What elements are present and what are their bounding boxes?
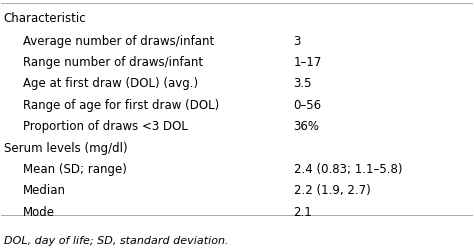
Text: Range number of draws/infant: Range number of draws/infant	[23, 56, 203, 69]
Text: 1–17: 1–17	[293, 56, 322, 69]
Text: Proportion of draws <3 DOL: Proportion of draws <3 DOL	[23, 120, 188, 133]
Text: 0–56: 0–56	[293, 99, 322, 112]
Text: Mode: Mode	[23, 206, 55, 219]
Text: Serum levels (mg/dl): Serum levels (mg/dl)	[4, 142, 128, 154]
Text: 3: 3	[293, 34, 301, 48]
Text: 2.1: 2.1	[293, 206, 312, 219]
Text: DOL, day of life; SD, standard deviation.: DOL, day of life; SD, standard deviation…	[4, 236, 228, 246]
Text: Mean (SD; range): Mean (SD; range)	[23, 163, 127, 176]
Text: 3.5: 3.5	[293, 77, 312, 90]
Text: Range of age for first draw (DOL): Range of age for first draw (DOL)	[23, 99, 219, 112]
Text: Average number of draws/infant: Average number of draws/infant	[23, 34, 214, 48]
Text: 2.2 (1.9, 2.7): 2.2 (1.9, 2.7)	[293, 184, 370, 197]
Text: Characteristic: Characteristic	[4, 12, 86, 26]
Text: Median: Median	[23, 184, 65, 197]
Text: 2.4 (0.83; 1.1–5.8): 2.4 (0.83; 1.1–5.8)	[293, 163, 402, 176]
Text: Age at first draw (DOL) (avg.): Age at first draw (DOL) (avg.)	[23, 77, 198, 90]
Text: 36%: 36%	[293, 120, 319, 133]
